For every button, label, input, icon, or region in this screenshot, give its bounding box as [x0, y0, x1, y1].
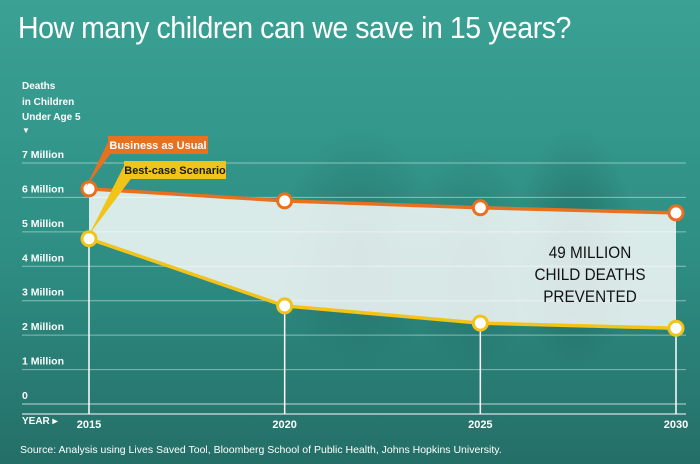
data-point [471, 199, 489, 217]
y-axis-label-line-3: Under Age 5 [22, 112, 81, 123]
x-tick-label: 2015 [77, 419, 101, 431]
series-line [88, 237, 677, 331]
data-point [667, 204, 685, 222]
legend-label-business: Business as Usual [109, 140, 206, 152]
data-point [80, 230, 98, 248]
data-point [80, 180, 98, 198]
chart-title: How many children can we save in 15 year… [18, 10, 571, 45]
y-tick-label: 5 Million [22, 218, 64, 230]
gap-annotation-line-3: PREVENTED [543, 287, 637, 306]
data-point [276, 192, 294, 210]
y-axis-label: Deaths in Children Under Age 5 ▼ [22, 79, 82, 136]
x-tick-label: 2020 [272, 419, 296, 431]
data-point [667, 319, 685, 337]
y-axis-label-line-2: in Children [22, 96, 75, 108]
gap-annotation: 49 MILLION CHILD DEATHS PREVENTED [518, 242, 662, 308]
legend-pointer [89, 166, 136, 235]
y-tick-label: 2 Million [22, 321, 64, 333]
gap-annotation-line-1: 49 MILLION [548, 243, 632, 262]
x-tick-label: 2030 [664, 419, 688, 431]
x-tick-label: 2025 [468, 419, 492, 431]
data-point [276, 297, 294, 315]
series-line [88, 187, 677, 215]
x-axis-label: YEAR ▸ [22, 416, 58, 427]
y-tick-label: 6 Million [22, 183, 64, 195]
legend-box-business [108, 136, 208, 154]
y-tick-label: 0 [22, 390, 28, 402]
y-tick-label: 1 Million [22, 356, 64, 368]
gap-area [89, 188, 676, 329]
y-axis-label-line-1: Deaths [22, 81, 56, 92]
legend-label-bestcase: Best-case Scenario [124, 165, 226, 177]
legend-box-bestcase [124, 161, 226, 179]
source-note: Source: Analysis using Lives Saved Tool,… [20, 444, 502, 456]
y-tick-label: 4 Million [22, 252, 64, 264]
y-axis-arrow-icon: ▼ [22, 125, 30, 135]
data-point [471, 314, 489, 332]
y-tick-label: 3 Million [22, 287, 64, 299]
y-tick-label: 7 Million [22, 149, 64, 161]
gap-annotation-line-2: CHILD DEATHS [534, 265, 646, 284]
